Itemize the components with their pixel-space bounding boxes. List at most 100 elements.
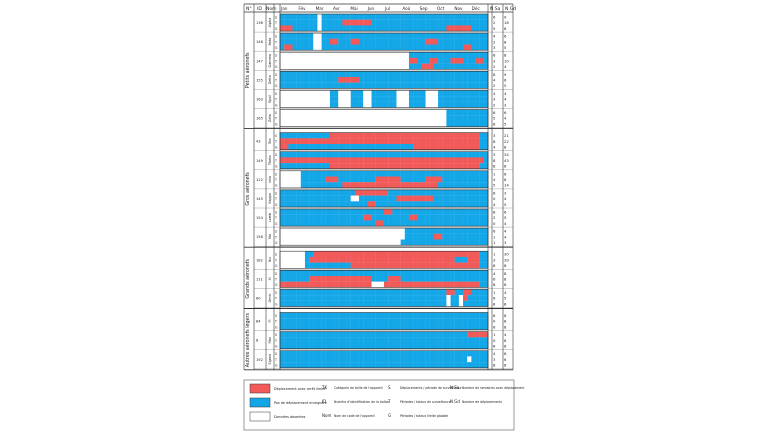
heatmap-cell [288, 251, 293, 257]
heatmap-cell [425, 239, 430, 246]
heatmap-cell [325, 182, 331, 188]
heatmap-cell [338, 19, 343, 26]
heatmap-cell [338, 270, 343, 277]
row-type-label: T [274, 235, 277, 239]
heatmap-cell [392, 362, 397, 368]
heatmap-cell [429, 52, 435, 58]
heatmap-cell [325, 209, 331, 215]
heatmap-cell [296, 170, 301, 177]
heatmap-cell [413, 276, 418, 282]
heatmap-cell [400, 256, 405, 263]
heatmap-cell [388, 233, 393, 240]
heatmap-cell [463, 189, 468, 196]
heatmap-cell [304, 337, 310, 344]
heatmap-cell [321, 115, 326, 121]
heatmap-cell [371, 318, 376, 324]
heatmap-cell [446, 262, 451, 269]
heatmap-cell [350, 176, 356, 183]
heatmap-cell [379, 52, 385, 58]
heatmap-cell [280, 239, 285, 246]
heatmap-cell [359, 182, 364, 188]
heatmap-cell [350, 189, 356, 196]
heatmap-cell [417, 350, 422, 357]
heatmap-cell [446, 77, 451, 83]
heatmap-cell [379, 44, 385, 51]
heatmap-cell [346, 176, 351, 183]
heatmap-cell [417, 38, 422, 45]
heatmap-cell [280, 14, 285, 20]
heatmap-cell [471, 44, 476, 51]
heatmap-cell [363, 14, 368, 20]
heatmap-cell [346, 52, 351, 58]
heatmap-cell [413, 195, 418, 202]
heatmap-cell [396, 176, 401, 183]
heatmap-cell [367, 189, 372, 196]
heatmap-cell [334, 295, 339, 301]
heatmap-cell [371, 115, 376, 121]
heatmap-cell [338, 109, 343, 116]
heatmap-cell [413, 14, 418, 20]
heatmap-cell [442, 14, 447, 20]
heatmap-cell [458, 57, 464, 64]
heatmap-cell [325, 362, 331, 368]
heatmap-cell [429, 214, 435, 221]
heatmap-cell [467, 132, 472, 139]
heatmap-cell [463, 44, 468, 51]
count-a-value: 1 [493, 171, 496, 176]
heatmap-cell [425, 295, 430, 301]
row-type-label: G [275, 84, 278, 88]
heatmap-cell [392, 262, 397, 269]
heatmap-cell [483, 63, 489, 70]
heatmap-cell [475, 52, 480, 58]
legend-item-label: Déplacement avec arrêt limité [274, 387, 326, 391]
heatmap-cell [346, 33, 351, 39]
heatmap-cell [413, 300, 418, 307]
heatmap-cell [280, 312, 285, 319]
heatmap-cell [442, 176, 447, 183]
heatmap-cell [321, 138, 326, 145]
heatmap-cell [396, 33, 401, 39]
heatmap-cell [388, 318, 393, 324]
station-id-label: 149 [256, 159, 264, 163]
heatmap-cell [446, 38, 451, 45]
heatmap-cell [363, 44, 368, 51]
heatmap-cell [375, 228, 380, 234]
heatmap-cell [321, 120, 326, 127]
heatmap-cell [354, 101, 360, 108]
count-a-value: 6 [493, 277, 496, 282]
count-a-value: 0 [493, 196, 496, 201]
heatmap-cell [359, 176, 364, 183]
heatmap-cell [292, 19, 297, 26]
heatmap-cell [396, 96, 401, 102]
heatmap-cell [296, 82, 301, 89]
heatmap-cell [300, 38, 306, 45]
heatmap-cell [321, 77, 326, 83]
heatmap-cell [350, 52, 356, 58]
heatmap-cell [438, 52, 443, 58]
heatmap-cell [317, 176, 322, 183]
heatmap-cell [280, 138, 285, 145]
heatmap-cell [284, 343, 289, 349]
heatmap-cell [479, 214, 484, 221]
heatmap-cell [471, 233, 476, 240]
heatmap-cell [483, 300, 489, 307]
heatmap-cell [463, 300, 468, 307]
heatmap-cell [338, 63, 343, 70]
heatmap-cell [292, 151, 297, 158]
heatmap-cell [446, 239, 451, 246]
heatmap-cell [396, 82, 401, 89]
heatmap-cell [392, 77, 397, 83]
heatmap-cell [363, 356, 368, 363]
row-type-label: G [275, 283, 278, 287]
heatmap-cell [433, 201, 439, 208]
heatmap-cell [284, 90, 289, 97]
heatmap-cell [309, 120, 314, 127]
heatmap-cell [408, 170, 414, 177]
heatmap-cell [321, 233, 326, 240]
heatmap-cell [346, 220, 351, 227]
heatmap-cell [454, 77, 460, 83]
heatmap-cell [292, 77, 297, 83]
heatmap-cell [479, 281, 484, 288]
heatmap-cell [371, 77, 376, 83]
heatmap-cell [421, 144, 426, 150]
